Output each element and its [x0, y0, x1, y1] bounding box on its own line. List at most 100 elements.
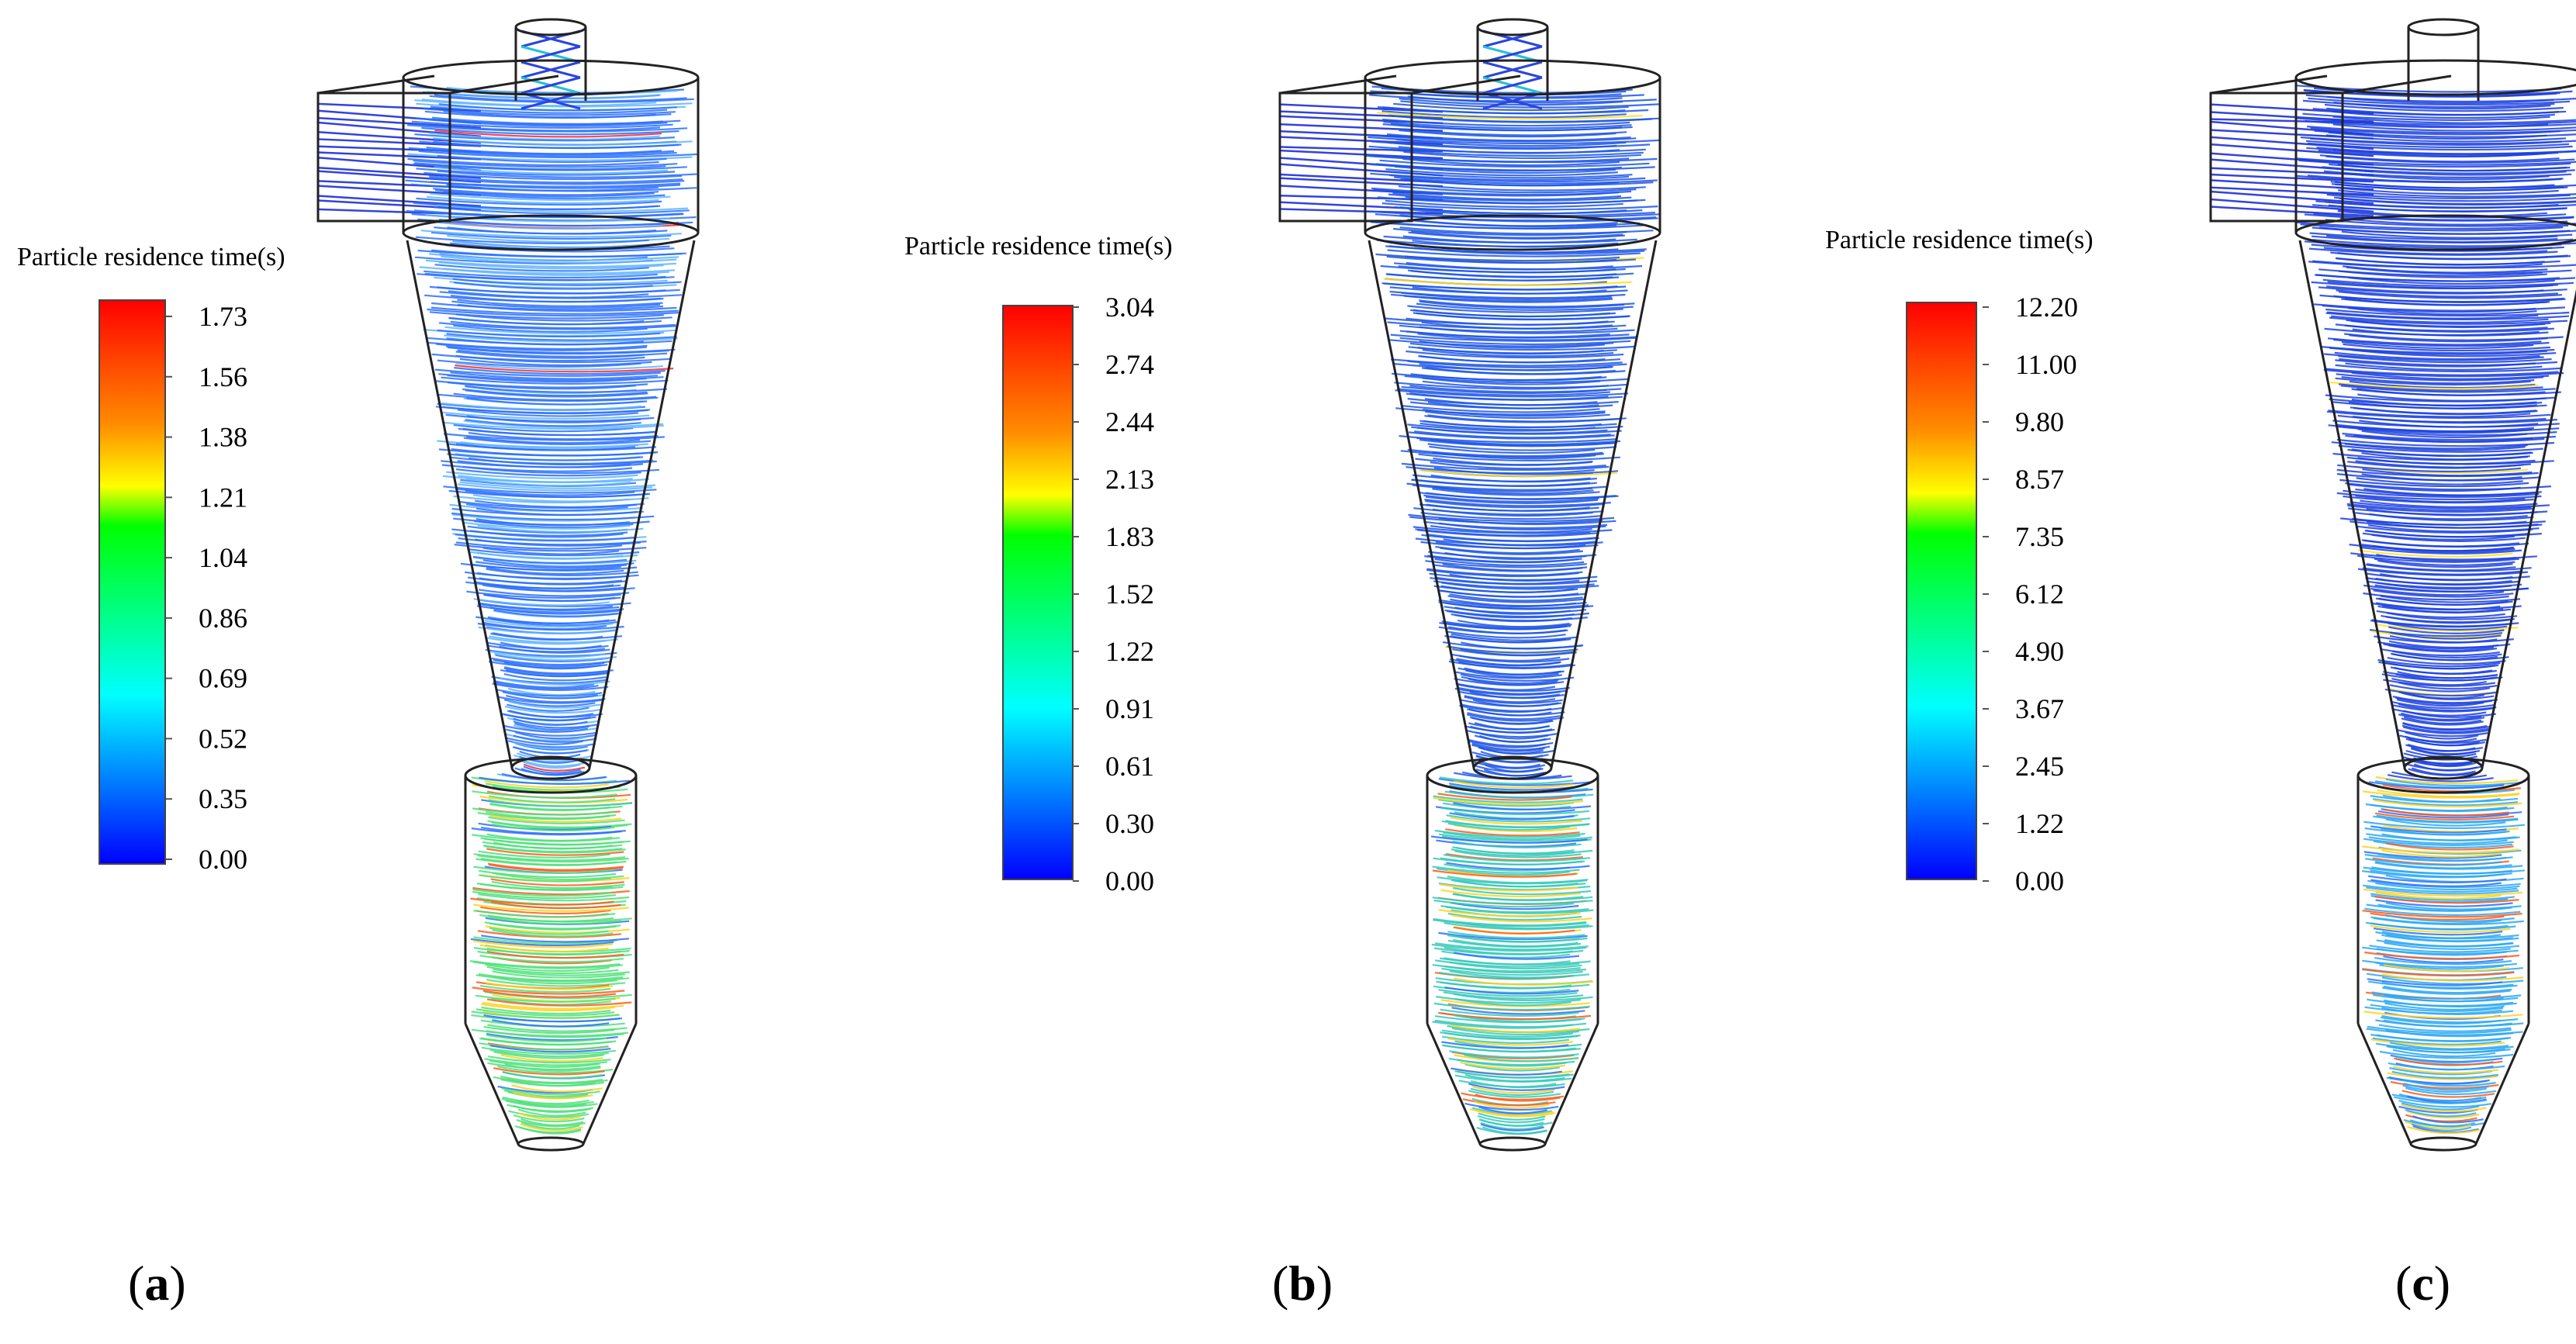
- particle-track: [2350, 501, 2550, 510]
- particle-track: [2363, 884, 2518, 893]
- particle-track: [1452, 1027, 1580, 1036]
- particle-track: [2384, 999, 2517, 1008]
- particle-track: [1462, 1098, 1556, 1107]
- particle-track: [485, 925, 630, 934]
- tick-label: 9.80: [2015, 406, 2064, 437]
- particle-track: [2336, 373, 2544, 382]
- particle-track: [1439, 622, 1567, 631]
- particle-track: [438, 322, 679, 330]
- particle-track: [2368, 875, 2507, 883]
- particle-track: [1477, 1114, 1545, 1124]
- particle-track: [419, 140, 682, 149]
- particle-track: [2394, 1057, 2503, 1066]
- particle-track: [1411, 230, 1623, 239]
- particle-track: [1377, 239, 1619, 247]
- tick-labels-c: 12.20 11.00 9.80 8.57 7.35 6.12 4.90 3.67 2.45 1.…: [1983, 292, 2078, 897]
- particle-track: [2339, 217, 2568, 226]
- particle-track: [470, 938, 614, 947]
- particle-track: [1416, 312, 1630, 321]
- particle-track: [1399, 435, 1618, 444]
- inlet-duct: [316, 92, 451, 223]
- particle-track: [441, 376, 669, 385]
- particle-track: [508, 1110, 590, 1118]
- particle-track: [473, 865, 614, 874]
- particle-track: [1480, 1121, 1544, 1131]
- particle-track: [1452, 893, 1593, 902]
- particle-track: [2386, 1045, 2505, 1054]
- particle-track: [1391, 358, 1623, 367]
- particle-track: [426, 147, 662, 155]
- particle-track: [2347, 504, 2533, 513]
- particle-track: [445, 413, 655, 423]
- particle-track: [1478, 1106, 1547, 1114]
- particle-track: [1438, 798, 1575, 807]
- particle-track: [444, 334, 678, 343]
- particle-track: [1388, 193, 1632, 202]
- particle-track: [484, 1058, 608, 1066]
- particle-track: [2373, 928, 2503, 936]
- panel-c: Particle residence time(s) 12.20 11.00 9.8…: [1825, 18, 2576, 1311]
- particle-track: [2364, 907, 2521, 916]
- particle-track: [431, 249, 686, 257]
- particle-track: [443, 485, 657, 494]
- particle-track: [488, 650, 605, 658]
- particle-track: [434, 368, 661, 377]
- particle-track: [1439, 776, 1574, 785]
- particle-track: [512, 741, 588, 750]
- particle-track: [2366, 530, 2528, 538]
- particle-track: [1439, 883, 1578, 892]
- particle-track: [1279, 136, 1444, 146]
- tick-label: 1.04: [199, 542, 247, 573]
- particle-track: [1454, 780, 1574, 789]
- particle-track: [2323, 247, 2548, 255]
- tick-label: 1.22: [1105, 636, 1154, 667]
- colorbar-c: [1906, 302, 1977, 880]
- particle-track: [486, 982, 614, 990]
- particle-track: [1412, 526, 1613, 534]
- particle-track: [442, 475, 649, 484]
- particle-track: [2375, 931, 2519, 940]
- particle-track: [468, 432, 659, 441]
- particle-track: [2329, 316, 2568, 325]
- particle-track: [1433, 857, 1582, 865]
- particle-track: [2210, 111, 2374, 123]
- particle-track: [482, 1001, 624, 1011]
- particle-track: [2364, 827, 2510, 836]
- particle-track: [2210, 136, 2374, 150]
- particle-track: [2375, 624, 2519, 632]
- particle-track: [490, 997, 612, 1006]
- particle-track: [2391, 701, 2495, 710]
- particle-track: [2384, 1002, 2505, 1011]
- particle-track: [2330, 251, 2568, 260]
- particle-track: [508, 700, 601, 709]
- particle-track: [486, 583, 624, 592]
- particle-track: [1407, 305, 1623, 313]
- particle-track: [2363, 592, 2509, 601]
- particle-track: [1368, 154, 1630, 163]
- particle-track: [2370, 893, 2515, 901]
- particle-track: [1409, 392, 1609, 401]
- particle-track: [2389, 1042, 2509, 1050]
- particle-track: [2407, 1110, 2480, 1119]
- particle-track: [1385, 273, 1613, 282]
- particle-track: [2363, 790, 2519, 799]
- tick-label: 0.86: [199, 603, 247, 634]
- particle-track: [493, 682, 599, 690]
- particle-track: [2384, 941, 2520, 950]
- particle-track: [489, 661, 608, 669]
- particle-track: [473, 853, 626, 862]
- particle-track: [1440, 1008, 1579, 1017]
- particle-track: [2324, 103, 2564, 112]
- tick-label: 1.52: [1105, 579, 1154, 610]
- particle-track: [497, 1066, 614, 1074]
- particle-track: [2336, 438, 2554, 447]
- particle-track: [2407, 744, 2484, 752]
- particle-track: [437, 170, 697, 178]
- particle-track: [505, 728, 598, 737]
- particle-track: [2331, 315, 2549, 323]
- particle-track: [502, 1096, 590, 1105]
- particle-track: [2337, 414, 2547, 423]
- particle-track: [435, 380, 648, 389]
- particle-track: [2366, 520, 2543, 529]
- tick-label: 0.00: [199, 844, 247, 875]
